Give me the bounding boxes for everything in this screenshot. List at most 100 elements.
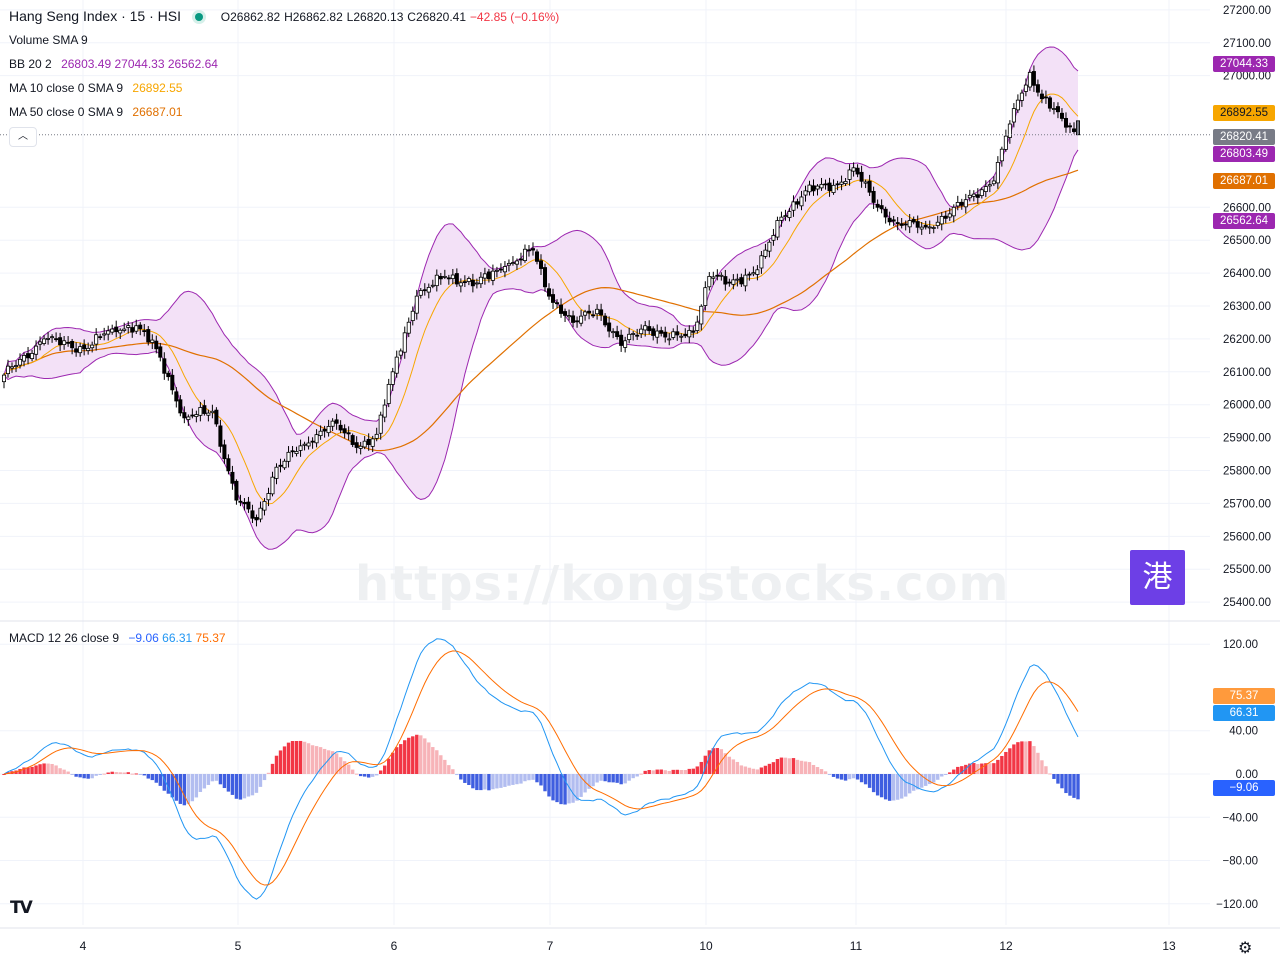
legend-bb[interactable]: BB 20 2 26803.49 27044.33 26562.64	[9, 56, 218, 72]
time-tick-label: 12	[999, 939, 1013, 953]
badge-ma50: 26687.01	[1213, 173, 1275, 189]
candle-body	[18, 358, 23, 366]
candle-body	[154, 340, 159, 350]
candle-body	[679, 335, 684, 338]
candle-body	[274, 466, 279, 479]
macd-hist-bar	[799, 760, 804, 774]
macd-hist-bar	[607, 774, 611, 783]
candle-body	[62, 340, 67, 345]
macd-hist-bar	[146, 774, 150, 779]
ohlc-open: O26862.82	[220, 10, 281, 24]
macd-hist-bar	[419, 735, 423, 774]
macd-hist-bar	[266, 772, 271, 774]
badge-bb-basis: 26803.49	[1213, 146, 1275, 162]
candle-body	[983, 186, 988, 192]
legend-bb-lower: 26562.64	[167, 57, 218, 71]
candle-body	[1039, 93, 1044, 100]
legend-collapse-button[interactable]: ︿	[9, 127, 37, 147]
macd-hist-bar	[775, 758, 780, 774]
macd-hist-bar	[699, 761, 703, 774]
candle-body	[134, 325, 139, 332]
candle-body	[811, 185, 816, 192]
legend-bb-upper: 27044.33	[114, 57, 165, 71]
macd-hist-bar	[427, 742, 431, 774]
candle-body	[334, 419, 339, 424]
candle-body	[206, 412, 211, 416]
macd-hist-bar	[855, 774, 860, 780]
macd-hist-bar	[338, 757, 343, 774]
symbol-title[interactable]: Hang Seng Index · 15 · HSI	[9, 8, 181, 24]
macd-hist-bar	[182, 774, 187, 806]
macd-hist-bar	[531, 774, 535, 780]
candle-body	[402, 332, 407, 353]
legend-ma50[interactable]: MA 50 close 0 SMA 9 26687.01	[9, 104, 182, 120]
macd-hist-bar	[42, 763, 46, 774]
price-tick-label: 26200.00	[1223, 334, 1271, 346]
macd-hist-bar	[354, 773, 359, 775]
macd-hist-bar	[98, 774, 102, 775]
macd-hist-bar	[851, 774, 856, 779]
candle-body	[1023, 84, 1028, 92]
macd-hist-bar	[1040, 760, 1044, 774]
macd-hist-bar	[106, 772, 110, 774]
macd-hist-bar	[158, 774, 162, 786]
price-tick-label: 25700.00	[1223, 498, 1271, 510]
macd-hist-bar	[948, 772, 952, 774]
candle-body	[787, 211, 792, 218]
legend-ma10[interactable]: MA 10 close 0 SMA 9 26892.55	[9, 80, 182, 96]
candle-body	[258, 507, 263, 520]
legend-volume-params: SMA 9	[52, 33, 88, 47]
time-tick-label: 5	[235, 939, 242, 953]
macd-hist-bar	[503, 774, 507, 787]
macd-hist-bar	[186, 774, 191, 805]
candle-body	[254, 517, 259, 521]
candle-body	[1007, 123, 1012, 138]
macd-hist-bar	[162, 774, 166, 791]
candle-body	[887, 217, 892, 223]
macd-hist-bar	[883, 774, 888, 800]
tradingview-logo[interactable]: TV	[10, 898, 33, 918]
price-tick-label: 26300.00	[1223, 301, 1271, 313]
macd-hist-bar	[1056, 774, 1060, 784]
macd-hist-bar	[723, 753, 728, 774]
candle-body	[158, 346, 163, 358]
legend-macd[interactable]: MACD 12 26 close 9 −9.06 66.31 75.37	[9, 630, 226, 646]
candle-body	[46, 338, 51, 340]
candle-body	[959, 201, 964, 206]
macd-hist-bar	[839, 774, 844, 780]
candle-body	[194, 414, 199, 417]
candle-body	[326, 426, 331, 434]
candle-body	[943, 215, 948, 219]
macd-hist-bar	[154, 774, 158, 783]
candle-body	[963, 199, 968, 208]
candle-body	[242, 502, 247, 505]
candle-body	[506, 262, 511, 266]
candle-body	[434, 274, 439, 287]
macd-hist-bar	[455, 774, 459, 776]
price-tick-label: 27000.00	[1223, 71, 1271, 83]
macd-hist-bar	[519, 774, 523, 784]
candle-body	[110, 328, 115, 333]
macd-hist-bar	[751, 768, 756, 774]
legend-volume[interactable]: Volume SMA 9	[9, 32, 88, 48]
macd-hist-bar	[150, 774, 154, 781]
macd-hist-bar	[863, 774, 868, 785]
candle-body	[655, 330, 660, 338]
candle-body	[394, 356, 399, 374]
macd-hist-bar	[936, 774, 940, 780]
candle-body	[482, 273, 487, 279]
macd-hist-bar	[956, 766, 960, 774]
candle-body	[819, 183, 824, 189]
candle-body	[971, 193, 976, 197]
time-tick-label: 6	[391, 939, 398, 953]
candle-body	[142, 330, 147, 332]
candle-body	[1067, 125, 1072, 128]
candle-body	[591, 314, 596, 317]
macd-hist-bar	[787, 758, 792, 774]
gear-icon[interactable]: ⚙	[1238, 940, 1253, 957]
candle-body	[286, 451, 291, 462]
candle-body	[330, 420, 335, 427]
macd-hist-bar	[715, 748, 720, 774]
macd-hist-bar	[539, 774, 543, 786]
